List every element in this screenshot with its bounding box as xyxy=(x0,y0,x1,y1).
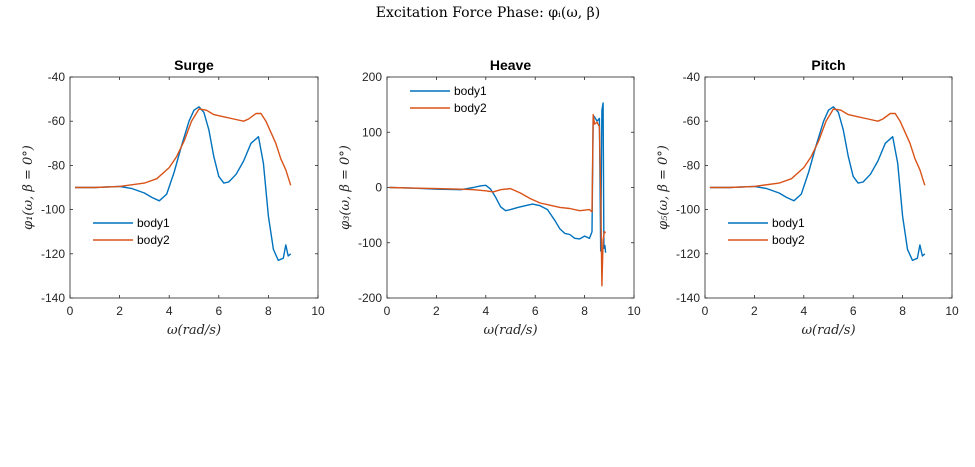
series-line-body2 xyxy=(709,108,926,189)
y-tick-label: -120 xyxy=(676,247,700,261)
y-tick-label: -200 xyxy=(358,291,382,305)
subplot-surge: 0 2 4 6 8 10 -140 -120 -100 -80 -60 -40 Surge ω(rad/s… xyxy=(21,57,325,338)
x-tick-label: 6 xyxy=(215,304,222,318)
x-tick-label: 2 xyxy=(433,304,440,318)
plot-area xyxy=(69,76,319,299)
x-tick-label: 6 xyxy=(532,304,539,318)
legend-entry-body1: body1 xyxy=(137,216,170,230)
legend-entry-body1: body1 xyxy=(772,216,805,230)
y-axis-label: φ₅(ω, β = 0°) xyxy=(656,145,671,230)
series-line-body2 xyxy=(75,108,292,189)
y-tick-label: -100 xyxy=(358,236,382,250)
x-tick-label: 8 xyxy=(581,304,588,318)
legend-entry-body2: body2 xyxy=(454,101,487,115)
y-tick-label: 200 xyxy=(362,70,382,84)
x-tick-label: 4 xyxy=(166,304,173,318)
x-axis-label: ω(rad/s) xyxy=(483,323,537,338)
x-tick-label: 0 xyxy=(384,304,391,318)
series-line-body1 xyxy=(709,106,926,262)
y-axis-label: φ₃(ω, β = 0°) xyxy=(338,145,353,230)
x-tick-label: 6 xyxy=(850,304,857,318)
x-tick-label: 10 xyxy=(311,304,325,318)
x-tick-label: 4 xyxy=(800,304,807,318)
subplot-pitch: 0 2 4 6 8 10 -140 -120 -100 -80 -60 -40 Pitch ω(rad/s… xyxy=(656,57,959,338)
x-tick-label: 10 xyxy=(627,304,641,318)
y-tick-label: -140 xyxy=(41,291,65,305)
subplots: 0 2 4 6 8 10 -140 -120 -100 -80 -60 -40 Surge ω(rad/s… xyxy=(21,57,959,338)
y-tick-label: 0 xyxy=(375,181,382,195)
subplot-title: Heave xyxy=(490,57,531,73)
legend-entry-body2: body2 xyxy=(137,233,170,247)
y-tick-label: -120 xyxy=(41,247,65,261)
y-tick-label: -40 xyxy=(48,70,66,84)
y-tick-label: -100 xyxy=(676,203,700,217)
x-tick-label: 0 xyxy=(67,304,74,318)
y-tick-label: -80 xyxy=(48,158,66,172)
y-tick-label: -60 xyxy=(683,114,701,128)
y-tick-label: -100 xyxy=(41,203,65,217)
subplot-title: Pitch xyxy=(811,57,845,73)
x-tick-label: 2 xyxy=(751,304,758,318)
x-tick-label: 8 xyxy=(265,304,272,318)
x-tick-label: 0 xyxy=(702,304,709,318)
x-axis-label: ω(rad/s) xyxy=(167,323,221,338)
series-line-body2 xyxy=(389,113,607,287)
x-tick-label: 2 xyxy=(116,304,123,318)
x-axis-label: ω(rad/s) xyxy=(801,323,855,338)
plot-area xyxy=(704,76,953,299)
x-tick-label: 10 xyxy=(945,304,959,318)
y-tick-label: -40 xyxy=(683,70,701,84)
series-line-body1 xyxy=(75,106,292,262)
x-tick-label: 4 xyxy=(482,304,489,318)
plot-area xyxy=(386,76,635,299)
y-tick-label: -60 xyxy=(48,114,66,128)
subplot-title: Surge xyxy=(174,57,214,73)
y-tick-label: -140 xyxy=(676,291,700,305)
figure-title: Excitation Force Phase: φᵢ(ω, β) xyxy=(376,5,600,21)
legend-entry-body2: body2 xyxy=(772,233,805,247)
legend-entry-body1: body1 xyxy=(454,84,487,98)
y-tick-label: -80 xyxy=(683,158,701,172)
y-tick-label: 100 xyxy=(362,125,382,139)
y-axis-label: φ₁(ω, β = 0°) xyxy=(21,145,36,230)
x-tick-label: 8 xyxy=(899,304,906,318)
subplot-heave: 0 2 4 6 8 10 -200 -100 0 100 200 Heave ω(rad/s) φ₃(ω,… xyxy=(338,57,641,338)
